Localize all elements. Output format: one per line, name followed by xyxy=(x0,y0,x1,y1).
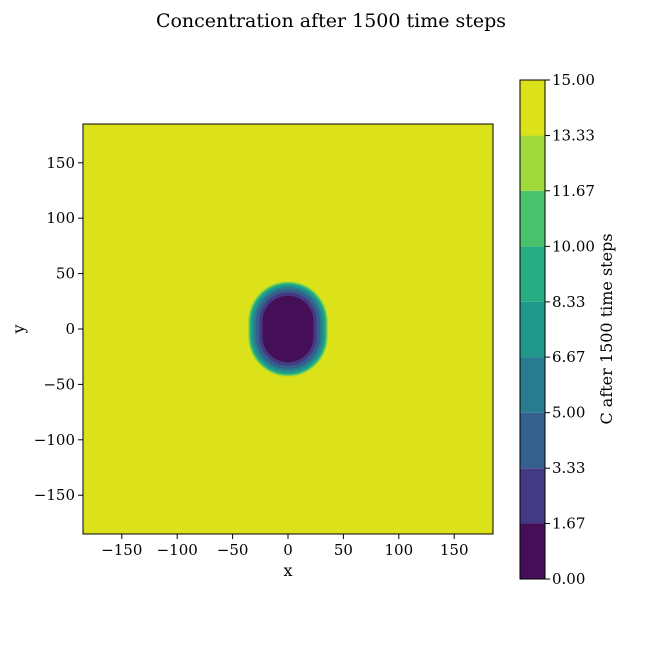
y-tick-label: 50 xyxy=(56,265,75,283)
chart-title: Concentration after 1500 time steps xyxy=(156,10,506,32)
plot-area xyxy=(82,123,494,535)
colorbar-segment xyxy=(520,135,545,191)
y-tick-label: 150 xyxy=(46,154,75,172)
x-tick-label: 150 xyxy=(440,541,469,559)
colorbar-tick-label: 8.33 xyxy=(552,293,585,311)
colorbar-tick-label: 6.67 xyxy=(552,348,585,366)
colorbar-segment xyxy=(520,412,545,469)
colorbar-tick-label: 5.00 xyxy=(552,404,585,422)
colorbar-segment xyxy=(520,190,545,247)
colorbar-tick-label: 13.33 xyxy=(552,127,595,145)
x-tick-label: 0 xyxy=(283,541,293,559)
colorbar-tick-label: 1.67 xyxy=(552,514,585,532)
colorbar-tick-label: 11.67 xyxy=(552,182,595,200)
x-tick-label: 50 xyxy=(334,541,353,559)
colorbar-tick-label: 0.00 xyxy=(552,570,585,588)
x-tick-label: 100 xyxy=(384,541,413,559)
colorbar-segment xyxy=(520,246,545,302)
y-tick-label: −150 xyxy=(34,486,75,504)
colorbar-segment xyxy=(520,80,545,136)
contour-band xyxy=(262,295,314,363)
colorbar-tick-label: 15.00 xyxy=(552,71,595,89)
colorbar-tick-label: 10.00 xyxy=(552,237,595,255)
colorbar-label: C after 1500 time steps xyxy=(597,233,616,424)
y-tick-label: −100 xyxy=(34,431,75,449)
colorbar-segment xyxy=(520,468,545,524)
y-tick-label: −50 xyxy=(43,375,75,393)
x-axis-label: x xyxy=(283,561,292,580)
y-axis: −150 −100 −50 0 50 100 150 xyxy=(34,154,83,504)
colorbar: 0.00 1.67 3.33 5.00 6.67 8.33 10.00 11.67 13.33 1… xyxy=(519,71,595,588)
colorbar-segment xyxy=(520,357,545,413)
colorbar-segment xyxy=(520,301,545,358)
y-axis-label: y xyxy=(9,324,28,334)
y-tick-label: 0 xyxy=(65,320,75,338)
y-tick-label: 100 xyxy=(46,209,75,227)
x-tick-label: −150 xyxy=(101,541,142,559)
x-axis: −150 −100 −50 0 50 100 150 xyxy=(101,534,469,559)
colorbar-frame xyxy=(519,79,546,580)
x-tick-label: −100 xyxy=(157,541,198,559)
colorbar-segment xyxy=(520,523,545,579)
contour-fills xyxy=(248,281,328,377)
colorbar-tick-label: 3.33 xyxy=(552,459,585,477)
x-tick-label: −50 xyxy=(217,541,249,559)
